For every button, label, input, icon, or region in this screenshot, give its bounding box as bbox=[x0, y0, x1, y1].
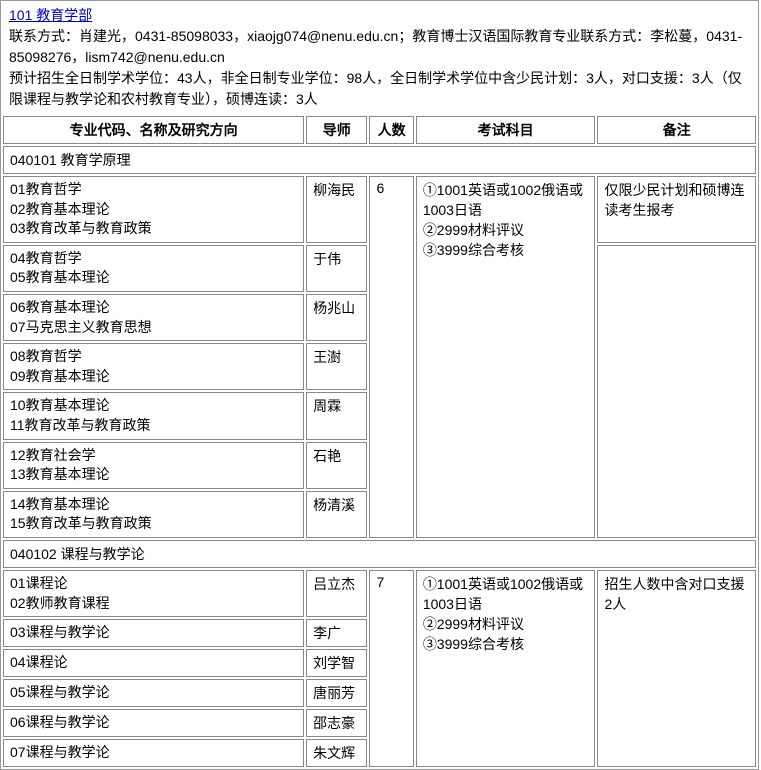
section-title: 040101 教育学原理 bbox=[3, 146, 756, 174]
direction-line: 07马克思主义教育思想 bbox=[10, 318, 297, 338]
table-row: 01教育哲学02教育基本理论03教育改革与教育政策柳海民6①1001英语或100… bbox=[3, 176, 756, 243]
section-title-row: 040102 课程与教学论 bbox=[3, 540, 756, 568]
direction-line: 12教育社会学 bbox=[10, 446, 297, 466]
direction-line: 08教育哲学 bbox=[10, 347, 297, 367]
direction-line: 04教育哲学 bbox=[10, 249, 297, 269]
direction-cell: 04课程论 bbox=[3, 649, 304, 677]
tutor-cell: 吕立杰 bbox=[306, 570, 367, 617]
contact-info: 联系方式：肖建光，0431-85098033，xiaojg074@nenu.ed… bbox=[9, 26, 750, 68]
direction-cell: 05课程与教学论 bbox=[3, 679, 304, 707]
direction-line: 04课程论 bbox=[10, 653, 297, 673]
page-container: 101 教育学部 联系方式：肖建光，0431-85098033，xiaojg07… bbox=[0, 0, 759, 770]
exam-subjects: ①1001英语或1002俄语或1003日语②2999材料评议③3999综合考核 bbox=[416, 570, 596, 767]
exam-line: ③3999综合考核 bbox=[423, 240, 589, 260]
direction-cell: 07课程与教学论 bbox=[3, 739, 304, 767]
exam-line: ③3999综合考核 bbox=[423, 634, 589, 654]
direction-line: 03教育改革与教育政策 bbox=[10, 219, 297, 239]
contact-text: 肖建光，0431-85098033，xiaojg074@nenu.edu.cn；… bbox=[9, 28, 742, 65]
direction-line: 06课程与教学论 bbox=[10, 713, 297, 733]
direction-line: 06教育基本理论 bbox=[10, 298, 297, 318]
direction-line: 07课程与教学论 bbox=[10, 743, 297, 763]
table-header-row: 专业代码、名称及研究方向 导师 人数 考试科目 备注 bbox=[3, 116, 756, 144]
direction-line: 01课程论 bbox=[10, 574, 297, 594]
exam-line: ①1001英语或1002俄语或1003日语 bbox=[423, 180, 589, 220]
exam-subjects: ①1001英语或1002俄语或1003日语②2999材料评议③3999综合考核 bbox=[416, 176, 596, 538]
tutor-cell: 朱文辉 bbox=[306, 739, 367, 767]
section-title-row: 040101 教育学原理 bbox=[3, 146, 756, 174]
department-header: 101 教育学部 联系方式：肖建光，0431-85098033，xiaojg07… bbox=[1, 1, 758, 114]
enrollment-info: 预计招生全日制学术学位：43人，非全日制专业学位：98人，全日制学术学位中含少民… bbox=[9, 68, 750, 110]
department-link[interactable]: 101 教育学部 bbox=[9, 7, 92, 23]
direction-cell: 04教育哲学05教育基本理论 bbox=[3, 245, 304, 292]
direction-line: 13教育基本理论 bbox=[10, 465, 297, 485]
enrollment-count: 7 bbox=[369, 570, 413, 767]
tutor-cell: 刘学智 bbox=[306, 649, 367, 677]
enrollment-count: 6 bbox=[369, 176, 413, 538]
header-exam: 考试科目 bbox=[416, 116, 596, 144]
direction-cell: 12教育社会学13教育基本理论 bbox=[3, 442, 304, 489]
direction-line: 05教育基本理论 bbox=[10, 268, 297, 288]
direction-line: 09教育基本理论 bbox=[10, 367, 297, 387]
direction-cell: 08教育哲学09教育基本理论 bbox=[3, 343, 304, 390]
direction-line: 15教育改革与教育政策 bbox=[10, 514, 297, 534]
tutor-cell: 李广 bbox=[306, 619, 367, 647]
tutor-cell: 周霖 bbox=[306, 392, 367, 439]
exam-line: ①1001英语或1002俄语或1003日语 bbox=[423, 574, 589, 614]
direction-cell: 01教育哲学02教育基本理论03教育改革与教育政策 bbox=[3, 176, 304, 243]
header-tutor: 导师 bbox=[306, 116, 367, 144]
tutor-cell: 杨兆山 bbox=[306, 294, 367, 341]
tutor-cell: 杨清溪 bbox=[306, 491, 367, 538]
direction-line: 01教育哲学 bbox=[10, 180, 297, 200]
table-body: 040101 教育学原理01教育哲学02教育基本理论03教育改革与教育政策柳海民… bbox=[3, 146, 756, 767]
direction-cell: 06课程与教学论 bbox=[3, 709, 304, 737]
exam-line: ②2999材料评议 bbox=[423, 614, 589, 634]
direction-cell: 06教育基本理论07马克思主义教育思想 bbox=[3, 294, 304, 341]
direction-line: 02教师教育课程 bbox=[10, 594, 297, 614]
catalog-table: 专业代码、名称及研究方向 导师 人数 考试科目 备注 040101 教育学原理0… bbox=[1, 114, 758, 769]
direction-cell: 01课程论02教师教育课程 bbox=[3, 570, 304, 617]
direction-line: 10教育基本理论 bbox=[10, 396, 297, 416]
direction-cell: 03课程与教学论 bbox=[3, 619, 304, 647]
tutor-cell: 柳海民 bbox=[306, 176, 367, 243]
direction-line: 05课程与教学论 bbox=[10, 683, 297, 703]
direction-line: 11教育改革与教育政策 bbox=[10, 416, 297, 436]
tutor-cell: 王澍 bbox=[306, 343, 367, 390]
tutor-cell: 石艳 bbox=[306, 442, 367, 489]
header-direction: 专业代码、名称及研究方向 bbox=[3, 116, 304, 144]
direction-line: 14教育基本理论 bbox=[10, 495, 297, 515]
section-title: 040102 课程与教学论 bbox=[3, 540, 756, 568]
note-cell: 招生人数中含对口支援2人 bbox=[597, 570, 756, 767]
tutor-cell: 于伟 bbox=[306, 245, 367, 292]
direction-line: 02教育基本理论 bbox=[10, 200, 297, 220]
direction-cell: 14教育基本理论15教育改革与教育政策 bbox=[3, 491, 304, 538]
direction-cell: 10教育基本理论11教育改革与教育政策 bbox=[3, 392, 304, 439]
header-num: 人数 bbox=[369, 116, 413, 144]
table-row: 01课程论02教师教育课程吕立杰7①1001英语或1002俄语或1003日语②2… bbox=[3, 570, 756, 617]
tutor-cell: 邵志豪 bbox=[306, 709, 367, 737]
direction-line: 03课程与教学论 bbox=[10, 623, 297, 643]
exam-line: ②2999材料评议 bbox=[423, 220, 589, 240]
header-note: 备注 bbox=[597, 116, 756, 144]
note-cell bbox=[597, 245, 756, 538]
note-cell: 仅限少民计划和硕博连读考生报考 bbox=[597, 176, 756, 243]
contact-prefix: 联系方式： bbox=[9, 28, 79, 44]
tutor-cell: 唐丽芳 bbox=[306, 679, 367, 707]
